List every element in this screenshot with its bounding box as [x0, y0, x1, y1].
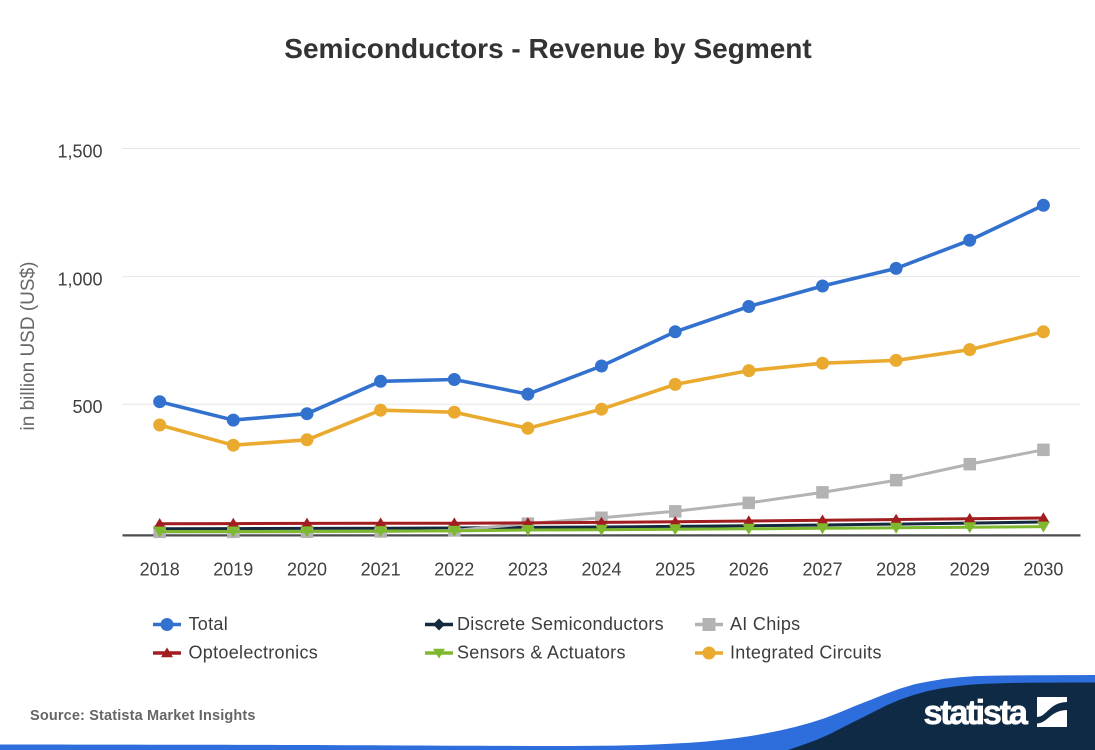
svg-text:Optoelectronics: Optoelectronics: [189, 643, 319, 663]
svg-text:2025: 2025: [655, 559, 695, 579]
svg-text:Semiconductors - Revenue by Se: Semiconductors - Revenue by Segment: [284, 33, 811, 64]
svg-text:Sensors & Actuators: Sensors & Actuators: [457, 643, 626, 663]
svg-text:2024: 2024: [581, 559, 621, 579]
svg-text:500: 500: [72, 397, 102, 417]
svg-text:AI Chips: AI Chips: [730, 614, 800, 634]
svg-text:1,500: 1,500: [57, 141, 102, 161]
svg-text:2019: 2019: [213, 559, 253, 579]
svg-text:Total: Total: [189, 614, 229, 634]
svg-text:Source: Statista Market Insigh: Source: Statista Market Insights: [30, 708, 256, 724]
svg-text:statista: statista: [924, 694, 1029, 732]
svg-text:2027: 2027: [802, 559, 842, 579]
svg-text:2026: 2026: [729, 559, 769, 579]
svg-text:2022: 2022: [434, 559, 474, 579]
svg-text:2029: 2029: [950, 559, 990, 579]
svg-text:1,000: 1,000: [57, 269, 102, 289]
svg-text:2030: 2030: [1023, 559, 1063, 579]
svg-text:Discrete Semiconductors: Discrete Semiconductors: [457, 614, 664, 634]
svg-text:2018: 2018: [140, 559, 180, 579]
svg-text:2028: 2028: [876, 559, 916, 579]
svg-text:2023: 2023: [508, 559, 548, 579]
svg-text:2020: 2020: [287, 559, 327, 579]
svg-text:2021: 2021: [361, 559, 401, 579]
svg-text:in billion USD (US$): in billion USD (US$): [18, 262, 39, 431]
svg-text:Integrated Circuits: Integrated Circuits: [730, 643, 882, 663]
